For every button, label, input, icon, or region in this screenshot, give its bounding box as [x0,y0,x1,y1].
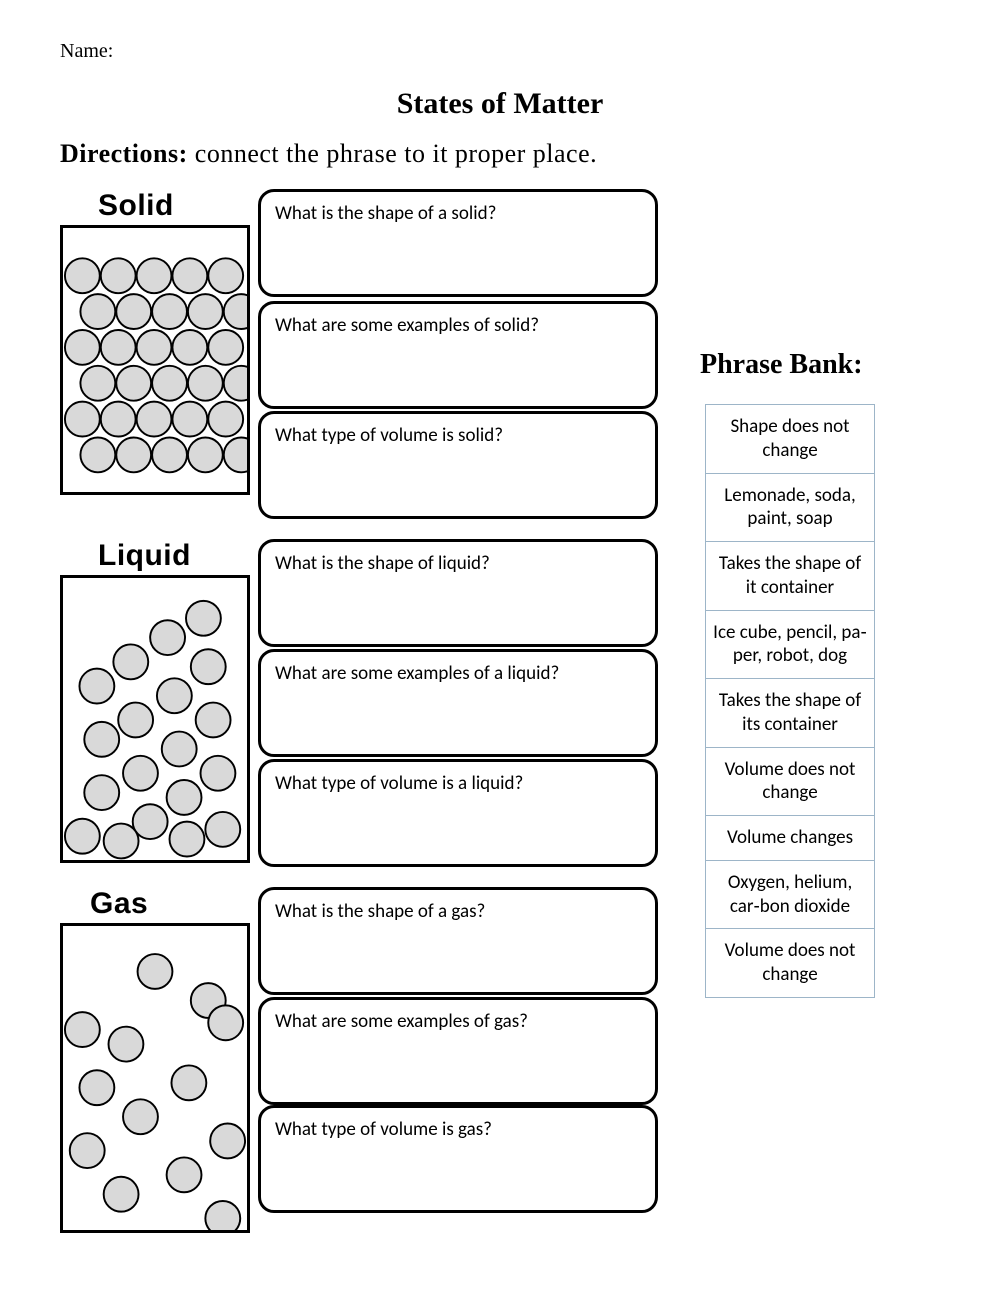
section-heading-liquid: Liquid [98,539,191,573]
phrase-bank-item-6[interactable]: Volume changes [706,815,874,860]
phrase-bank-item-4[interactable]: Takes the shape of its container [706,678,874,747]
phrase-bank-title: Phrase Bank: [700,349,863,381]
question-box-solid-2[interactable]: What type of volume is solid? [258,411,658,519]
main-area: Phrase Bank: Shape does not changeLemona… [60,189,940,1249]
section-heading-solid: Solid [98,189,174,223]
phrase-bank-item-7[interactable]: Oxygen, helium, car‐bon dioxide [706,860,874,929]
question-box-liquid-2[interactable]: What type of volume is a liquid? [258,759,658,867]
phrase-bank-item-0[interactable]: Shape does not change [706,404,874,473]
page-title: States of Matter [60,87,940,121]
question-box-gas-1[interactable]: What are some examples of gas? [258,997,658,1105]
particle-box-liquid [60,575,250,863]
phrase-bank: Shape does not changeLemonade, soda, pai… [705,404,875,998]
question-box-liquid-0[interactable]: What is the shape of liquid? [258,539,658,647]
directions-label: Directions: [60,139,188,168]
question-box-liquid-1[interactable]: What are some examples of a liquid? [258,649,658,757]
name-label: Name: [60,40,940,63]
particle-box-gas [60,923,250,1233]
question-box-gas-2[interactable]: What type of volume is gas? [258,1105,658,1213]
directions-text: connect the phrase to it proper place. [188,139,597,168]
particle-box-solid [60,225,250,495]
question-box-gas-0[interactable]: What is the shape of a gas? [258,887,658,995]
phrase-bank-item-5[interactable]: Volume does not change [706,747,874,816]
particles-solid-icon [63,228,247,492]
particles-liquid-icon [63,578,247,860]
phrase-bank-item-3[interactable]: Ice cube, pencil, pa‐per, robot, dog [706,610,874,679]
directions: Directions: connect the phrase to it pro… [60,139,940,169]
worksheet-page: Name: States of Matter Directions: conne… [0,0,1000,1291]
section-heading-gas: Gas [90,887,148,921]
phrase-bank-item-2[interactable]: Takes the shape of it container [706,541,874,610]
particles-gas-icon [63,926,247,1230]
phrase-bank-item-8[interactable]: Volume does not change [706,928,874,997]
phrase-bank-item-1[interactable]: Lemonade, soda, paint, soap [706,473,874,542]
question-box-solid-0[interactable]: What is the shape of a solid? [258,189,658,297]
question-box-solid-1[interactable]: What are some examples of solid? [258,301,658,409]
